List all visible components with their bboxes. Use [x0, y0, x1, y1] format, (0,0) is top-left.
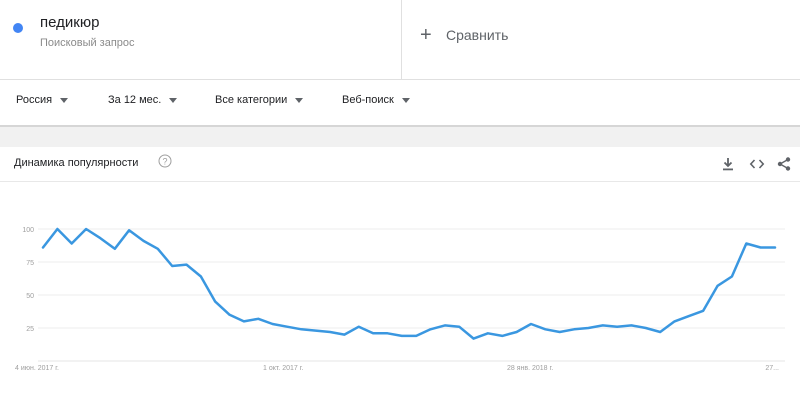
data-point — [82, 225, 90, 233]
data-point — [699, 307, 707, 315]
data-point — [441, 321, 449, 329]
x-tick-label: 28 янв. 2018 г. — [507, 365, 553, 372]
series-line — [41, 227, 777, 340]
data-point — [742, 240, 750, 248]
line-chart: 100 75 50 25 4 июн. 2017 г. 1 окт. 2017 г. 28… — [15, 225, 785, 372]
data-point — [183, 261, 191, 269]
plus-icon: + — [420, 24, 432, 46]
card-title: Динамика популярности — [14, 157, 139, 169]
data-point — [771, 243, 779, 251]
chevron-down-icon — [60, 97, 69, 103]
data-point — [484, 329, 492, 337]
filter-period-label: За 12 мес. — [108, 94, 162, 106]
data-point — [139, 237, 147, 245]
data-point — [355, 323, 363, 331]
data-point — [53, 225, 61, 233]
data-point — [283, 323, 291, 331]
filter-category[interactable]: Все категории — [215, 94, 304, 106]
data-point — [656, 328, 664, 336]
share-icon[interactable] — [776, 156, 792, 172]
chart-series — [39, 225, 779, 343]
x-tick-label: 1 окт. 2017 г. — [263, 365, 303, 372]
data-point — [269, 320, 277, 328]
data-point — [211, 298, 219, 306]
data-point — [398, 332, 406, 340]
data-point — [312, 327, 320, 335]
card-divider — [0, 181, 800, 182]
x-axis-ticks: 4 июн. 2017 г. 1 окт. 2017 г. 28 янв. 2018… — [15, 365, 779, 372]
data-point — [570, 325, 578, 333]
data-point — [197, 273, 205, 281]
search-term-box[interactable]: педикюр Поисковый запрос — [0, 0, 402, 79]
chevron-down-icon — [401, 97, 410, 103]
filters-bar: Россия За 12 мес. Все категории Веб-поис… — [0, 80, 800, 126]
compare-button[interactable]: + Сравнить — [420, 24, 508, 46]
data-point — [96, 234, 104, 242]
filter-search-type-label: Веб-поиск — [342, 94, 394, 106]
chart-grid — [38, 228, 785, 362]
data-point — [671, 317, 679, 325]
chevron-down-icon — [169, 97, 178, 103]
data-point — [369, 329, 377, 337]
download-icon[interactable] — [720, 156, 736, 172]
data-point — [757, 243, 765, 251]
filter-category-label: Все категории — [215, 94, 288, 106]
y-axis-ticks: 100 75 50 25 — [22, 227, 34, 333]
data-point — [427, 325, 435, 333]
filter-region-label: Россия — [16, 94, 53, 106]
data-point — [627, 321, 635, 329]
data-point — [39, 243, 47, 251]
help-icon[interactable]: ? — [158, 154, 172, 168]
term-color-dot — [13, 23, 23, 33]
term-name[interactable]: педикюр — [40, 14, 100, 31]
svg-text:?: ? — [162, 157, 167, 167]
filter-region[interactable]: Россия — [16, 94, 69, 106]
data-point — [498, 332, 506, 340]
search-term-row: педикюр Поисковый запрос + Сравнить — [0, 0, 800, 80]
data-point — [685, 312, 693, 320]
data-point — [584, 324, 592, 332]
data-point — [527, 320, 535, 328]
data-point — [383, 329, 391, 337]
data-point — [240, 317, 248, 325]
data-point — [556, 328, 564, 336]
embed-icon[interactable] — [749, 156, 765, 172]
data-point — [513, 328, 521, 336]
data-point — [728, 273, 736, 281]
data-point — [168, 262, 176, 270]
section-gap — [0, 127, 800, 147]
data-point — [254, 315, 262, 323]
y-tick-label: 50 — [26, 293, 34, 300]
filter-period[interactable]: За 12 мес. — [108, 94, 178, 106]
data-point — [326, 328, 334, 336]
chevron-down-icon — [295, 97, 304, 103]
data-point — [470, 335, 478, 343]
data-point — [340, 331, 348, 339]
data-point — [111, 245, 119, 253]
data-point — [297, 325, 305, 333]
data-point — [599, 321, 607, 329]
y-tick-label: 75 — [26, 260, 34, 267]
data-point — [613, 323, 621, 331]
data-point — [226, 311, 234, 319]
term-subtitle: Поисковый запрос — [40, 37, 135, 49]
data-point — [68, 240, 76, 248]
data-point — [125, 226, 133, 234]
compare-label: Сравнить — [446, 27, 509, 43]
data-point — [412, 332, 420, 340]
data-point — [714, 282, 722, 290]
header-divider — [0, 125, 800, 127]
y-tick-label: 25 — [26, 326, 34, 333]
data-point — [154, 245, 162, 253]
x-tick-label: 4 июн. 2017 г. — [15, 365, 59, 372]
data-point — [455, 323, 463, 331]
x-tick-label: 27... — [765, 365, 779, 372]
data-point — [642, 324, 650, 332]
data-point — [541, 325, 549, 333]
y-tick-label: 100 — [22, 227, 34, 234]
filter-search-type[interactable]: Веб-поиск — [342, 94, 410, 106]
interest-over-time-card: Динамика популярности ? 100 75 50 25 4 июн.… — [0, 147, 800, 400]
